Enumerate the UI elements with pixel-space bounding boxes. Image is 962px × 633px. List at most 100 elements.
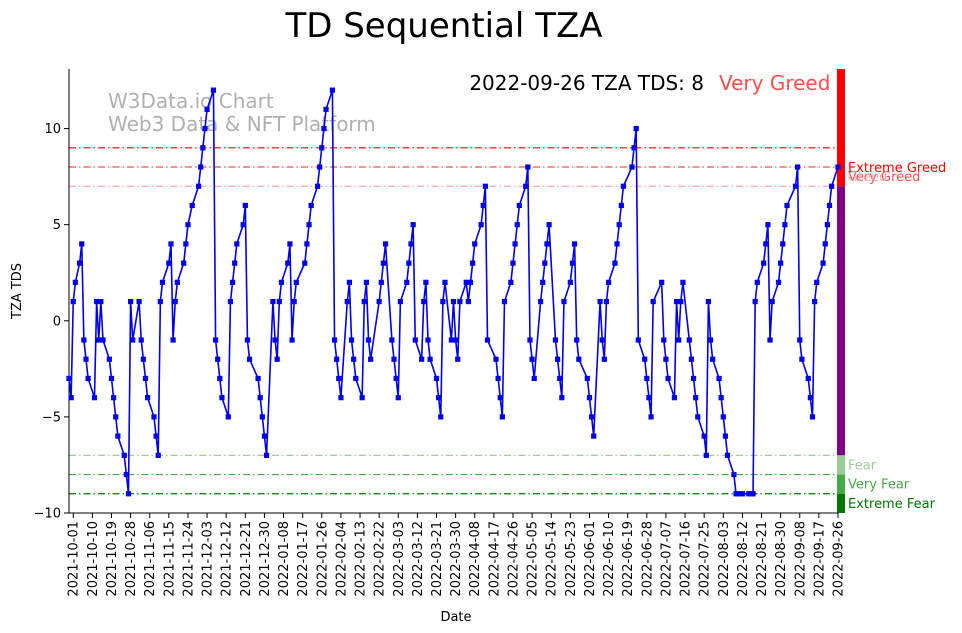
data-point [346, 279, 353, 285]
data-point [166, 260, 172, 266]
data-point [495, 375, 501, 382]
data-point [680, 279, 686, 285]
data-point [616, 222, 622, 228]
x-axis: 2021-10-01 2021-10-10 2021-10-19 2021-10-28… [67, 512, 847, 597]
x-tick-label: 2022-09-26 [832, 521, 847, 597]
data-point [586, 395, 593, 401]
data-point [710, 356, 716, 362]
data-point [497, 395, 503, 401]
data-point [678, 298, 684, 305]
y-axis-title: TZA TDS [10, 263, 25, 320]
data-point [113, 414, 119, 420]
data-point [232, 260, 238, 266]
sentiment-color-bar [837, 69, 845, 513]
data-point [763, 241, 769, 247]
data-point [168, 241, 174, 247]
data-point [676, 337, 682, 343]
data-point [91, 395, 98, 401]
data-point [529, 356, 535, 362]
data-point [353, 375, 359, 382]
data-point [272, 337, 278, 343]
x-tick-label: 2022-06-28 [640, 521, 655, 597]
data-point [323, 106, 329, 112]
data-point [302, 260, 308, 266]
data-point [128, 298, 134, 305]
data-point [359, 395, 365, 401]
data-point [225, 414, 231, 420]
data-point [202, 125, 208, 132]
data-point [778, 260, 784, 266]
x-tick-label: 2022-07-16 [679, 521, 694, 597]
data-point [554, 356, 561, 362]
data-point [317, 164, 323, 170]
data-point [769, 298, 775, 305]
data-point [724, 452, 731, 458]
data-point [516, 202, 522, 209]
data-point [244, 337, 251, 343]
data-point [752, 298, 758, 305]
data-point [707, 337, 714, 343]
data-point [659, 279, 665, 285]
data-point [525, 164, 531, 170]
band-very-fear [837, 474, 845, 494]
data-point [455, 356, 461, 362]
data-point [140, 356, 146, 362]
y-tick-label: 5 [53, 218, 61, 233]
level-label-very-fear: Very Fear [848, 478, 910, 493]
data-point [215, 356, 221, 362]
data-point [784, 202, 790, 209]
data-point [805, 375, 811, 382]
x-tick-label: 2021-10-28 [124, 521, 139, 597]
data-point [603, 298, 610, 305]
x-tick-label: 2022-02-13 [354, 521, 369, 597]
x-tick-label: 2022-02-22 [373, 521, 388, 597]
data-point [380, 260, 386, 266]
data-point [642, 356, 648, 362]
data-point [569, 260, 576, 266]
data-point [106, 356, 112, 362]
data-point [378, 279, 384, 285]
data-point [181, 260, 187, 266]
data-point [308, 202, 314, 209]
data-point [331, 337, 338, 343]
data-point [404, 279, 410, 285]
data-point [242, 202, 248, 209]
data-point [391, 356, 397, 362]
data-point [138, 337, 144, 343]
data-point [274, 356, 280, 362]
data-point [633, 125, 639, 132]
data-point [198, 164, 204, 170]
x-tick-label: 2022-09-17 [812, 521, 827, 597]
data-point [344, 298, 350, 305]
data-point [153, 433, 159, 439]
data-point [336, 375, 342, 382]
x-tick-label: 2021-12-30 [258, 521, 273, 597]
data-point [552, 337, 559, 343]
watermark-line-1: W3Data.io Chart [108, 89, 274, 113]
data-point [270, 298, 276, 305]
data-point [448, 337, 454, 343]
data-point [663, 356, 669, 362]
data-point [574, 337, 580, 343]
x-tick-label: 2022-03-30 [449, 521, 464, 597]
data-point [70, 298, 76, 305]
data-point [716, 375, 722, 382]
data-point [229, 279, 236, 285]
y-tick-label: 0 [53, 314, 61, 329]
data-point [480, 202, 486, 209]
data-point [510, 260, 516, 266]
data-point [395, 395, 401, 401]
data-point [174, 279, 180, 285]
data-point [348, 337, 355, 343]
data-point [718, 395, 724, 401]
data-point [204, 106, 210, 112]
data-point [807, 395, 813, 401]
data-point [155, 452, 161, 458]
data-point [144, 395, 151, 401]
data-point [612, 260, 618, 266]
data-point [111, 395, 117, 401]
data-point [537, 298, 544, 305]
data-point [257, 395, 263, 401]
data-point [620, 183, 627, 189]
